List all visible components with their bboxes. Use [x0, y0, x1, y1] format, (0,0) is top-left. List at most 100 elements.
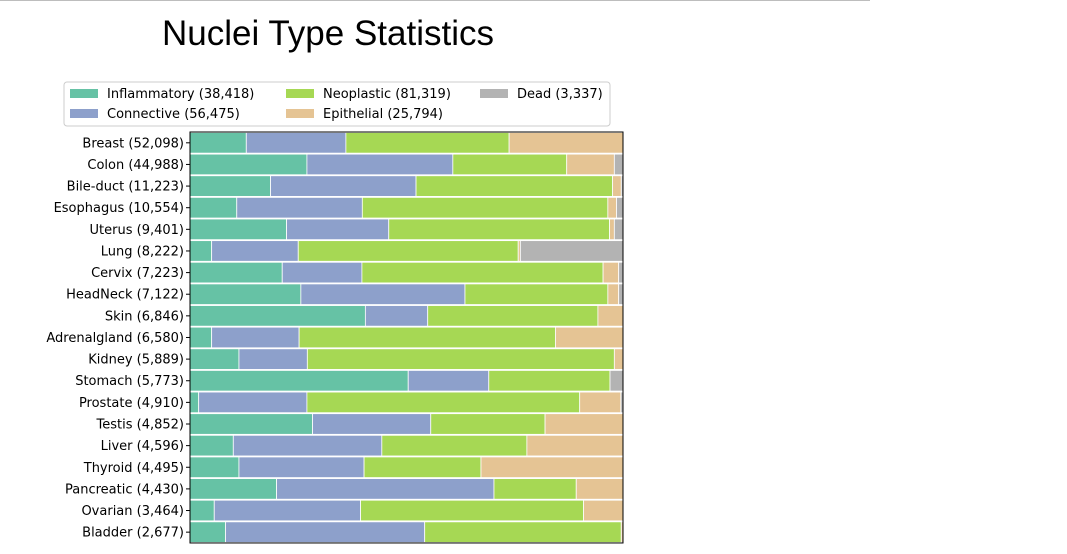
legend-swatch	[286, 89, 314, 98]
bar-segment	[480, 456, 624, 478]
y-tick-label: Cervix (7,223)	[91, 266, 184, 281]
y-tick-label: Lung (8,222)	[101, 244, 184, 259]
y-tick-label: Ovarian (3,464)	[81, 504, 184, 519]
bar-segment	[609, 218, 615, 241]
bar-segment	[613, 348, 624, 370]
bar-segment	[281, 261, 363, 284]
top-border-line	[0, 0, 870, 1]
bar-segment	[189, 175, 271, 197]
bar-segment	[388, 218, 610, 241]
bar-segment	[189, 283, 302, 305]
bar-segment	[189, 391, 200, 414]
bar-segment	[575, 478, 624, 500]
bar-segment	[211, 240, 299, 262]
bar-segment	[245, 132, 347, 154]
bar-segment	[189, 196, 238, 219]
bar-segment	[286, 218, 390, 241]
bar-segment	[189, 326, 213, 349]
legend-swatch	[70, 89, 98, 98]
bar-segment	[189, 132, 247, 154]
bar-segment	[424, 521, 622, 543]
bar-segment	[607, 283, 620, 305]
bar-segment	[238, 456, 365, 478]
y-tick-label: Kidney (5,889)	[88, 353, 184, 368]
bar-segment	[602, 261, 620, 284]
bar-segment	[612, 175, 622, 197]
y-tick-label: Breast (52,098)	[82, 136, 184, 151]
bar-segment	[381, 434, 528, 457]
legend-swatch	[286, 109, 314, 118]
y-tick-label: Pancreatic (4,430)	[65, 482, 184, 497]
bar-segment	[526, 434, 624, 457]
bar-segment	[189, 305, 366, 327]
bar-segment	[189, 218, 287, 241]
bar-segment	[225, 521, 426, 543]
legend: Inflammatory (38,418) Connective (56,475)…	[63, 81, 611, 127]
bar-segment	[189, 478, 277, 500]
bar-segment	[189, 499, 215, 522]
bar-segment	[306, 348, 615, 370]
bar-segment	[270, 175, 417, 197]
bar-segment	[189, 153, 308, 176]
bar-segment	[609, 370, 624, 392]
bar-segment	[300, 283, 466, 305]
bar-segment	[508, 132, 624, 154]
bar-segment	[544, 413, 624, 435]
bar-segment	[360, 499, 585, 522]
bar-segment	[213, 499, 362, 522]
bar-segment	[618, 283, 624, 305]
bar-segment	[345, 132, 510, 154]
y-tick-label: Uterus (9,401)	[90, 223, 184, 238]
y-tick-label: Stomach (5,773)	[75, 374, 184, 389]
bar-segment	[306, 391, 581, 414]
legend-label: Epithelial (25,794)	[323, 107, 443, 122]
legend-label: Dead (3,337)	[517, 87, 603, 102]
bar-segment	[519, 240, 624, 262]
legend-frame	[63, 81, 611, 127]
y-tick-label: Thyroid (4,495)	[83, 461, 184, 476]
bar-segment	[364, 305, 429, 327]
bar-segment	[555, 326, 624, 349]
bar-segment	[613, 153, 624, 176]
bar-segment	[407, 370, 490, 392]
y-tick-label: Liver (4,596)	[101, 439, 184, 454]
bar-segment	[189, 261, 283, 284]
bar-segment	[238, 348, 308, 370]
bar-segment	[297, 240, 519, 262]
bar-segment	[312, 413, 432, 435]
bar-segment	[276, 478, 495, 500]
y-tick-label: Testis (4,852)	[96, 418, 184, 433]
bar-segment	[361, 196, 609, 219]
bar-segment	[211, 326, 300, 349]
bar-segment	[607, 196, 617, 219]
legend-label: Connective (56,475)	[107, 107, 240, 122]
bar-segment	[452, 153, 568, 176]
y-tick-label: HeadNeck (7,122)	[66, 288, 184, 303]
y-tick-label: Esophagus (10,554)	[54, 201, 184, 216]
bar-segment	[583, 499, 624, 522]
bar-segment	[189, 348, 240, 370]
bar-segment	[613, 218, 624, 241]
y-tick-label: Bile-duct (11,223)	[67, 180, 184, 195]
y-tick-label: Skin (6,846)	[105, 309, 184, 324]
y-tick-label: Bladder (2,677)	[82, 526, 184, 541]
bar-segment	[363, 456, 482, 478]
bar-segment	[616, 196, 624, 219]
bar-segment	[232, 434, 383, 457]
bar-segment	[464, 283, 609, 305]
bar-segment	[361, 261, 604, 284]
legend-label: Neoplastic (81,319)	[323, 87, 451, 102]
bar-segment	[618, 261, 624, 284]
bar-segment	[427, 305, 599, 327]
bar-segment	[298, 326, 556, 349]
bars-layer	[189, 132, 624, 543]
bar-segment	[306, 153, 454, 176]
bar-segment	[189, 413, 313, 435]
bar-segment	[566, 153, 615, 176]
bar-segment	[430, 413, 546, 435]
y-tick-label: Prostate (4,910)	[79, 396, 184, 411]
legend-label: Inflammatory (38,418)	[107, 87, 254, 102]
bar-segment	[415, 175, 614, 197]
bar-segment	[189, 521, 226, 543]
